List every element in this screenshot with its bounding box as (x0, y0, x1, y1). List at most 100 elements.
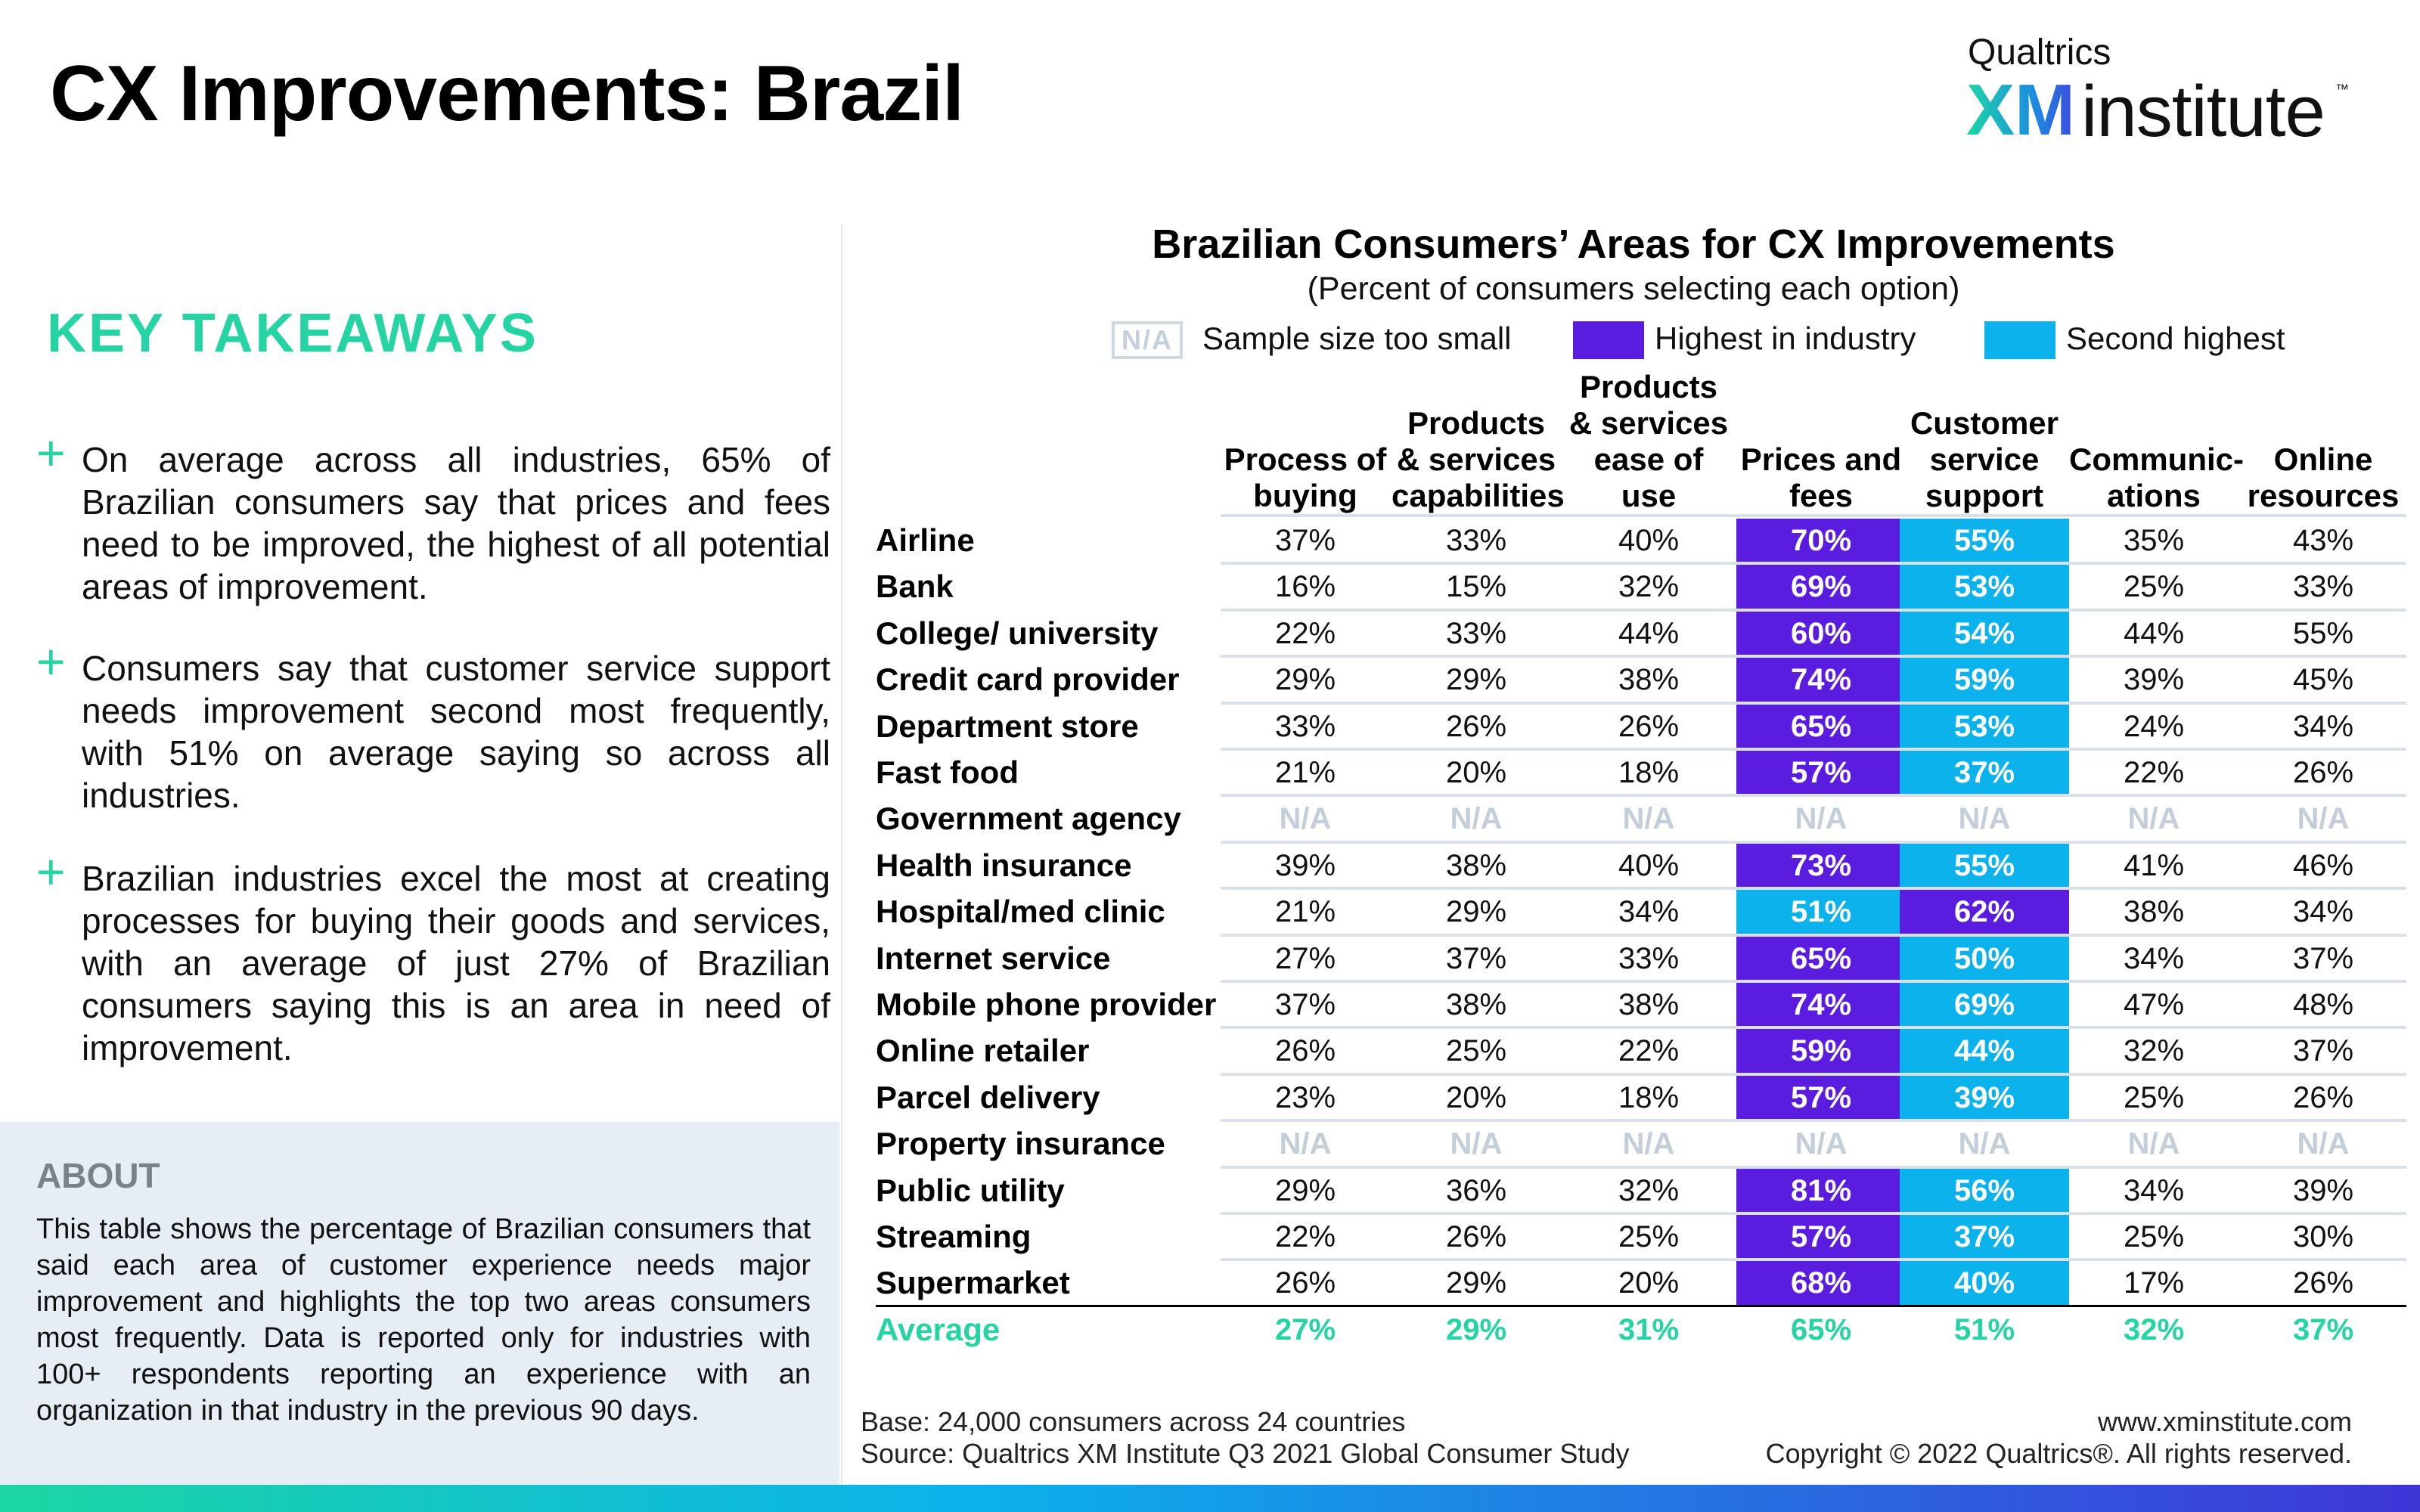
legend-na-label: Sample size too small (1202, 321, 1512, 356)
table-cell: 41% (2123, 848, 2185, 882)
table-cell: 43% (2292, 524, 2354, 557)
table-cell: 37% (1900, 1215, 2069, 1259)
row-separator (1221, 1072, 2406, 1076)
table-cell: N/A (1450, 1127, 1503, 1161)
footer-base-text: Base: 24,000 consumers across 24 countri… (861, 1406, 1406, 1437)
table-cell: 74% (1736, 658, 1906, 702)
page-title: CX Improvements: Brazil (50, 50, 964, 138)
table-cell: 22% (1274, 1220, 1336, 1253)
column-header-line: Process of (1224, 442, 1387, 477)
xm-institute-logo: Qualtrics XM institute ™ (1966, 32, 2360, 152)
column-header: Products & services ease of use (1564, 369, 1733, 514)
column-header-line: capabilities (1392, 478, 1565, 513)
table-cell: N/A (1622, 802, 1675, 836)
logo-xm-text: XM (1966, 70, 2075, 150)
table-cell: 40% (1900, 1261, 2069, 1306)
column-header-line: ease of (1593, 442, 1704, 477)
about-heading: ABOUT (36, 1156, 160, 1195)
row-separator (1221, 562, 2406, 565)
table-cell: 22% (1274, 616, 1336, 650)
table-cell: 65% (1736, 936, 1906, 981)
table-cell: 74% (1736, 983, 1906, 1027)
table-cell: 57% (1736, 1075, 1906, 1120)
table-cell: N/A (1958, 802, 2011, 836)
table-cell: 29% (1274, 663, 1336, 697)
table-cell: 39% (1900, 1075, 2069, 1120)
table-cell: N/A (2127, 1127, 2180, 1161)
table-cell: 38% (1618, 663, 1680, 697)
table-cell: 39% (2123, 663, 2185, 697)
column-header-line: & services (1568, 405, 1729, 441)
table-cell: 38% (1618, 988, 1680, 1021)
table-cell: 22% (2123, 756, 2185, 789)
table-cell: 37% (2292, 1034, 2354, 1068)
table-cell: N/A (2127, 802, 2180, 836)
table-cell: 37% (2292, 941, 2354, 975)
table-cell: N/A (1279, 1127, 1332, 1161)
row-label: Fast food (876, 754, 1019, 790)
table-cell: 34% (2292, 895, 2354, 929)
table-cell: N/A (2297, 802, 2350, 836)
column-header-line: Communic- (2069, 442, 2244, 477)
table-cell: 73% (1736, 843, 1906, 888)
average-cell: 37% (2292, 1312, 2354, 1346)
average-cell: 29% (1445, 1312, 1507, 1346)
table-cell: 26% (1445, 709, 1507, 743)
table-cell: 26% (1274, 1266, 1336, 1300)
logo-qualtrics-text: Qualtrics (1968, 33, 2111, 73)
table-cell: 60% (1736, 611, 1906, 655)
table-cell: 29% (1274, 1173, 1336, 1207)
table-cell: 38% (1445, 988, 1507, 1021)
average-separator (876, 1304, 2406, 1307)
table-cell: 44% (1618, 616, 1680, 650)
table-cell: 34% (1618, 895, 1680, 929)
table-cell: 69% (1900, 983, 2069, 1027)
row-label: Mobile phone provider (876, 987, 1217, 1022)
row-label: Airline (876, 522, 975, 558)
row-separator (1221, 1212, 2406, 1215)
row-label: Bank (876, 569, 954, 605)
table-cell: 53% (1900, 565, 2069, 609)
table-cell: 45% (2292, 663, 2354, 697)
row-separator (1221, 980, 2406, 983)
footer-url[interactable]: www.xminstitute.com (2097, 1406, 2352, 1437)
table-cell: 34% (2123, 941, 2185, 975)
column-header: Prices and fees (1736, 442, 1906, 514)
table-cell: N/A (2297, 1127, 2350, 1161)
table-cell: 55% (1900, 519, 2069, 562)
table-cell: 27% (1274, 941, 1336, 975)
table-cell: 55% (2292, 616, 2354, 650)
table-cell: 24% (2123, 709, 2185, 743)
table-cell: 35% (2123, 524, 2185, 557)
table-cell: 17% (2123, 1266, 2185, 1300)
table-cell: N/A (1279, 802, 1332, 836)
table-cell: 34% (2292, 709, 2354, 743)
column-header-line: buying (1253, 478, 1357, 513)
column-header-line: resources (2247, 478, 2400, 513)
column-header-line: use (1621, 478, 1677, 513)
table-cell: 33% (1618, 941, 1680, 975)
table-cell: 26% (2292, 1266, 2354, 1300)
table-cell: 55% (1900, 843, 2069, 888)
table-cell: 44% (1900, 1029, 2069, 1074)
row-separator (1221, 701, 2406, 705)
column-header: Communic-ations (2069, 442, 2244, 514)
table-cell: 18% (1618, 1080, 1680, 1114)
table-cell: 81% (1736, 1168, 1906, 1213)
row-label: College/ university (876, 615, 1159, 651)
footer-copyright-text: Copyright © 2022 Qualtrics®. All rights … (1765, 1438, 2352, 1469)
table-cell: 51% (1736, 890, 1906, 934)
plus-icon: + (36, 425, 66, 481)
table-cell: 25% (2123, 570, 2185, 604)
table-cell: 26% (1618, 709, 1680, 743)
table-cell: 62% (1900, 890, 2069, 934)
row-separator (1221, 608, 2406, 612)
logo-institute-text: institute (2081, 71, 2325, 152)
row-label: Health insurance (876, 847, 1132, 883)
table-cell: 33% (2292, 570, 2354, 604)
table-cell: 16% (1274, 570, 1336, 604)
table-cell: 53% (1900, 704, 2069, 748)
column-header-line: Online (2273, 442, 2373, 477)
table-cell: 34% (2123, 1173, 2185, 1207)
table-cell: 47% (2123, 988, 2185, 1021)
